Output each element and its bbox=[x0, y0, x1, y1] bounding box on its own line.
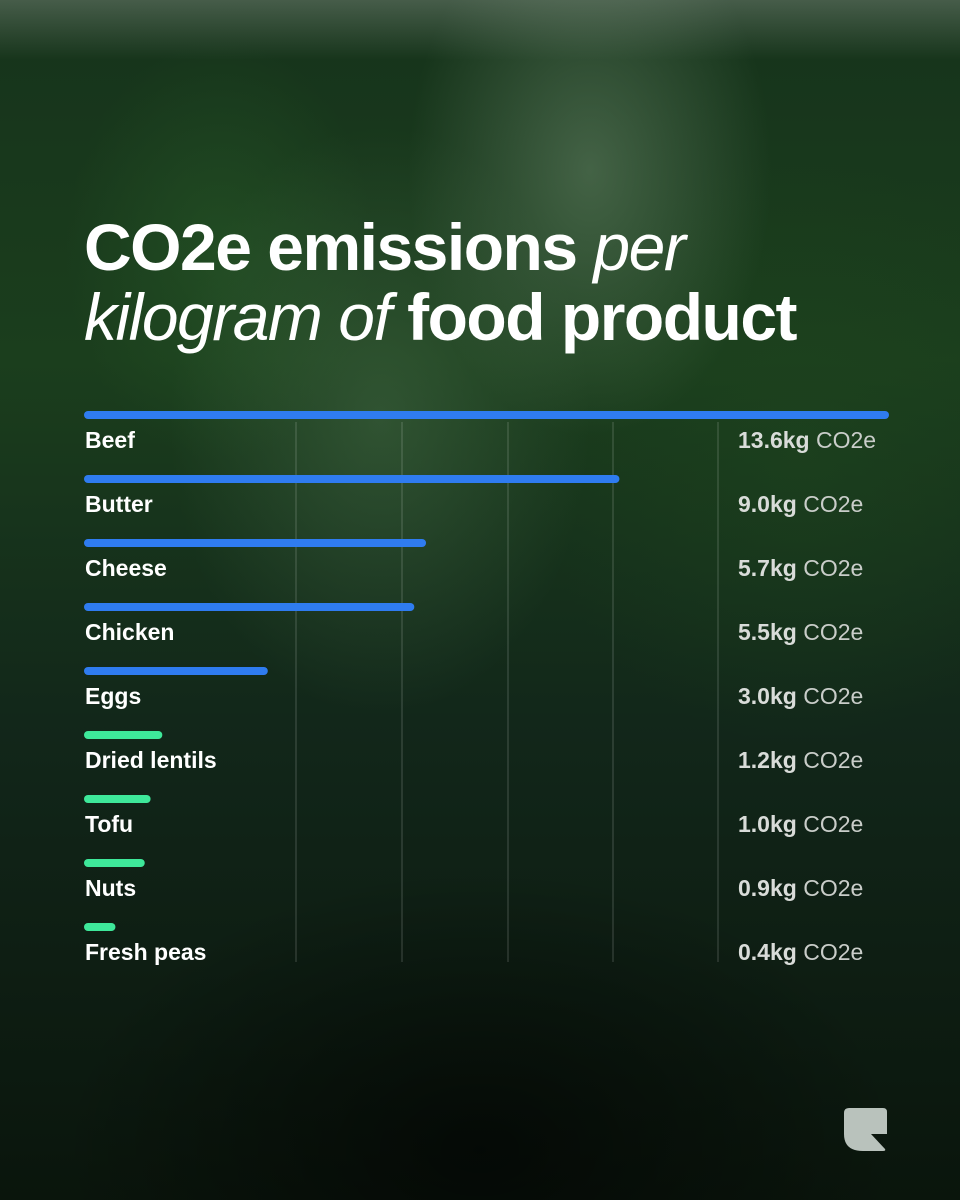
category-label: Chicken bbox=[85, 619, 174, 645]
category-label: Beef bbox=[85, 427, 135, 453]
category-label: Butter bbox=[85, 491, 153, 517]
value-label: 1.0kg CO2e bbox=[738, 811, 863, 837]
value-label: 0.4kg CO2e bbox=[738, 939, 863, 965]
category-label: Eggs bbox=[85, 683, 141, 709]
value-label: 3.0kg CO2e bbox=[738, 683, 863, 709]
category-label: Cheese bbox=[85, 555, 167, 581]
title-part-3: kilogram of bbox=[84, 280, 392, 354]
value-label: 5.5kg CO2e bbox=[738, 619, 863, 645]
top-fade bbox=[0, 0, 960, 60]
value-label: 13.6kg CO2e bbox=[738, 427, 876, 453]
title-part-1: CO2e emissions bbox=[84, 210, 578, 284]
category-label: Dried lentils bbox=[85, 747, 217, 773]
title-part-2: per bbox=[593, 210, 685, 284]
value-label: 1.2kg CO2e bbox=[738, 747, 863, 773]
chart-title: CO2e emissions per kilogram of food produ… bbox=[84, 212, 904, 352]
leaf-logo-icon bbox=[844, 1108, 887, 1151]
title-part-4: food product bbox=[407, 280, 797, 354]
category-label: Nuts bbox=[85, 875, 136, 901]
category-label: Fresh peas bbox=[85, 939, 206, 965]
value-label: 0.9kg CO2e bbox=[738, 875, 863, 901]
value-label: 9.0kg CO2e bbox=[738, 491, 863, 517]
value-label: 5.7kg CO2e bbox=[738, 555, 863, 581]
category-label: Tofu bbox=[85, 811, 133, 837]
